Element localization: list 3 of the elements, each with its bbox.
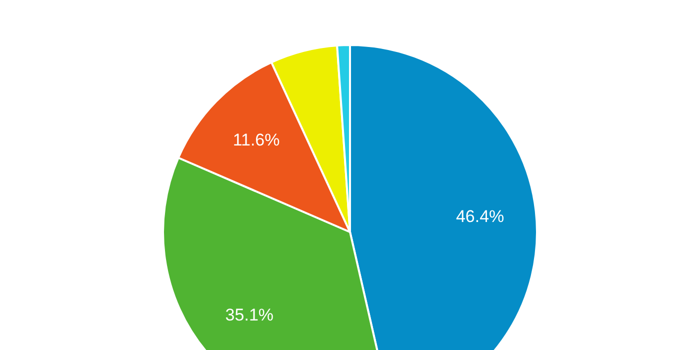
data-label: 11.6% — [232, 130, 280, 150]
data-label: 35.1% — [225, 305, 274, 324]
data-label: 46.4% — [456, 206, 504, 226]
